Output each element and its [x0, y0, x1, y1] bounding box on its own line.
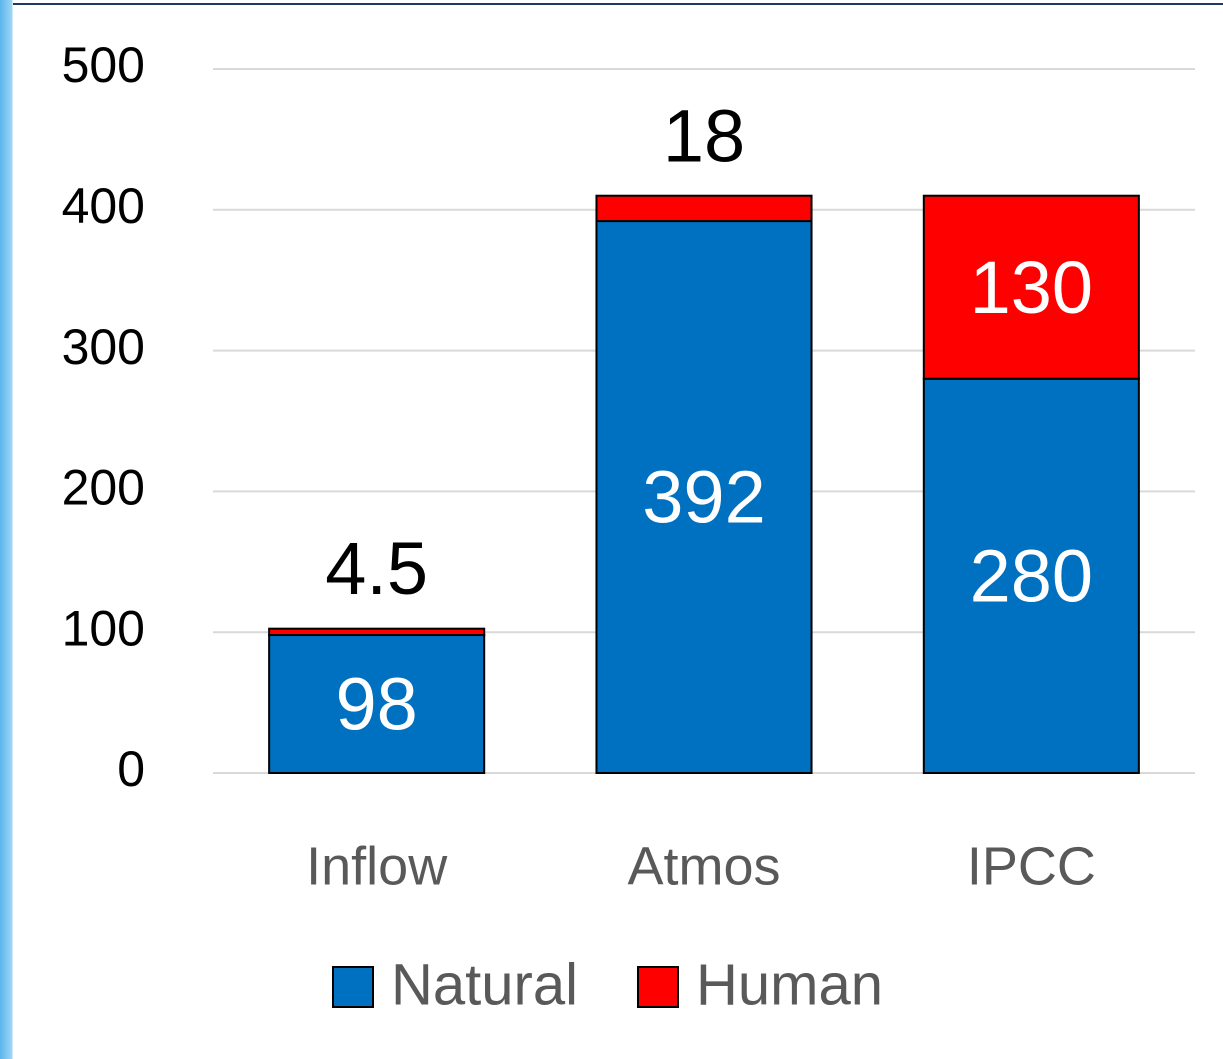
x-tick-label: Inflow: [306, 836, 448, 896]
data-label: 392: [642, 456, 765, 539]
y-tick-label: 100: [62, 600, 145, 656]
y-tick-label: 400: [62, 178, 145, 234]
y-tick-label: 0: [117, 741, 145, 797]
data-label: 98: [336, 663, 418, 746]
data-label: 18: [663, 94, 745, 177]
y-tick-label: 300: [62, 319, 145, 375]
bar-segment: [268, 627, 486, 637]
legend-label: Human: [696, 952, 883, 1017]
x-tick-label: Atmos: [627, 836, 780, 896]
legend-swatch: [636, 966, 679, 1008]
bar-segment: [922, 194, 1140, 380]
y-tick-label: 500: [62, 37, 145, 93]
x-tick-label: IPCC: [967, 836, 1096, 896]
data-label: 4.5: [325, 527, 428, 610]
data-label: 130: [970, 246, 1093, 329]
bar-segment: [268, 634, 486, 774]
bar-segment: [595, 194, 813, 223]
legend-swatch: [332, 966, 374, 1008]
y-tick-label: 200: [62, 460, 145, 516]
legend-label: Natural: [391, 952, 578, 1017]
data-label: 280: [970, 534, 1093, 617]
